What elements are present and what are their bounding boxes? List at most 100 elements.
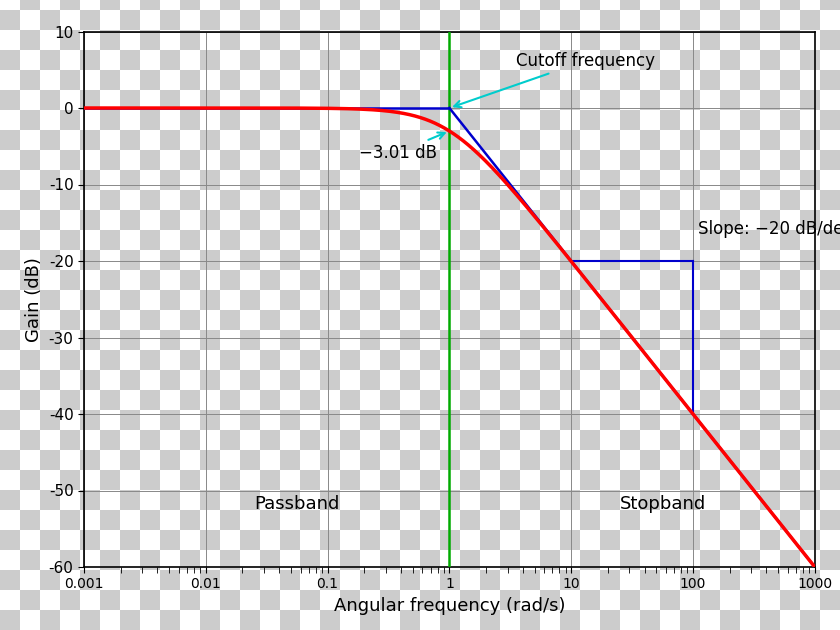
Bar [700,90,720,110]
Bar [500,430,520,450]
Bar [560,130,580,150]
Bar [660,210,680,230]
Bar [720,170,740,190]
Bar [740,290,760,310]
Bar [480,430,500,450]
Bar [820,430,840,450]
Bar [40,470,60,490]
Bar [260,130,280,150]
Bar [780,410,800,430]
Bar [680,410,700,430]
Bar [480,90,500,110]
Bar [240,330,260,350]
Bar [640,190,660,210]
Bar [220,50,240,70]
Bar [380,490,400,510]
Bar [180,250,200,270]
Bar [760,570,780,590]
Bar [140,490,160,510]
Bar [180,370,200,390]
Bar [80,410,100,430]
Bar [120,130,140,150]
Bar [160,270,180,290]
Bar [460,530,480,550]
Bar [820,0,840,10]
Bar [620,610,640,630]
Bar [360,10,380,30]
Bar [800,610,820,630]
Bar [260,330,280,350]
Bar [760,590,780,610]
Bar [660,110,680,130]
Bar [780,310,800,330]
Bar [480,170,500,190]
Bar [720,330,740,350]
Bar [140,230,160,250]
Bar [180,110,200,130]
Bar [140,190,160,210]
Bar [40,70,60,90]
Bar [60,390,80,410]
Bar [420,30,440,50]
Bar [360,330,380,350]
Bar [280,490,300,510]
Bar [440,350,460,370]
Bar [600,150,620,170]
Bar [520,10,540,30]
Bar [720,30,740,50]
Bar [520,170,540,190]
Bar [60,430,80,450]
Bar [120,230,140,250]
Bar [320,130,340,150]
Bar [120,470,140,490]
Bar [400,70,420,90]
Bar [280,250,300,270]
Bar [360,610,380,630]
Bar [680,230,700,250]
Bar [700,530,720,550]
Bar [820,490,840,510]
Bar [80,110,100,130]
Bar [620,70,640,90]
Bar [60,330,80,350]
Bar [200,0,220,10]
Bar [660,550,680,570]
Bar [640,250,660,270]
Bar [360,0,380,10]
Bar [160,10,180,30]
Bar [360,250,380,270]
Bar [340,230,360,250]
Bar [280,510,300,530]
Bar [500,390,520,410]
Bar [400,470,420,490]
Bar [220,250,240,270]
Bar [340,430,360,450]
Bar [680,550,700,570]
Bar [120,70,140,90]
Bar [500,290,520,310]
Bar [820,390,840,410]
Bar [120,410,140,430]
Bar [200,90,220,110]
Bar [800,330,820,350]
Bar [440,230,460,250]
Bar [0,570,20,590]
Bar [700,270,720,290]
Bar [400,350,420,370]
Bar [600,430,620,450]
Bar [500,130,520,150]
Bar [380,170,400,190]
Bar [540,290,560,310]
Bar [200,570,220,590]
Text: Passband: Passband [255,495,339,513]
Bar [260,50,280,70]
Bar [140,450,160,470]
Bar [240,270,260,290]
Bar [620,350,640,370]
Bar [200,150,220,170]
Bar [100,290,120,310]
Bar [500,410,520,430]
Bar [360,470,380,490]
Bar [620,50,640,70]
Bar [80,550,100,570]
